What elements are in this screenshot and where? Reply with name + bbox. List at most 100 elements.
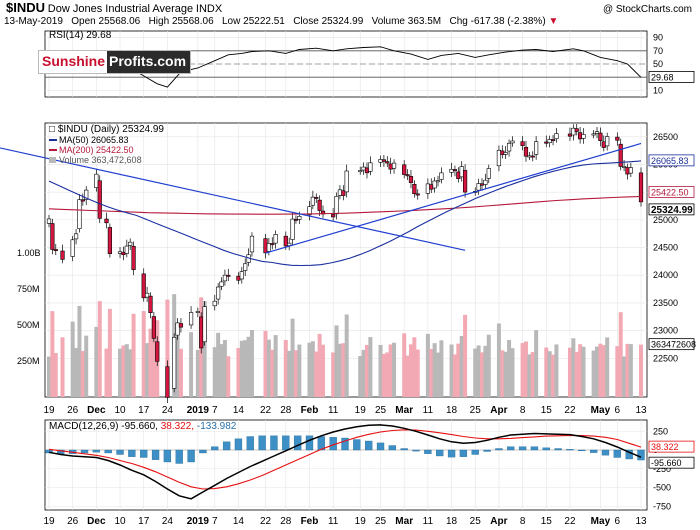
- x-tick-label-bottom: 6: [615, 516, 621, 527]
- volume-tick-label: 500M: [17, 320, 40, 330]
- macd-histogram-bar: [376, 442, 385, 451]
- candle-body: [273, 234, 278, 244]
- macd-last-label-box: [648, 456, 695, 469]
- candle-body: [94, 173, 99, 188]
- volume-bar: [226, 356, 231, 397]
- logo-part-1: Sunshine: [39, 51, 108, 73]
- volume-bar: [523, 341, 528, 397]
- price-tick-label: 22500: [653, 353, 678, 363]
- volume-bar: [378, 344, 383, 397]
- volume-bar: [591, 350, 596, 397]
- x-tick-label-bottom: May: [591, 516, 611, 527]
- volume-bar: [239, 340, 244, 397]
- volume-bar: [622, 356, 627, 397]
- ma200-last-label: 25422.50: [651, 187, 689, 197]
- candle-body: [219, 281, 224, 287]
- volume-bar: [574, 351, 579, 397]
- rsi-last-label: 29.68: [651, 72, 674, 82]
- macd-histogram-bar: [151, 449, 160, 460]
- open-label: Open: [71, 16, 96, 27]
- price-tick-label: 24500: [653, 243, 678, 253]
- candle-body: [402, 164, 407, 175]
- candle-body: [60, 250, 65, 260]
- volume-bar: [567, 347, 572, 397]
- volume-bar: [476, 345, 481, 397]
- symbol: $INDU: [6, 0, 46, 15]
- down-arrow-icon: ▼: [548, 16, 559, 27]
- x-tick-label-bottom: 14: [233, 516, 245, 527]
- candle-body: [314, 196, 319, 199]
- volume-bar: [510, 348, 515, 397]
- candle-body: [385, 161, 390, 164]
- x-tick-label-bottom: 28: [280, 516, 292, 527]
- volume-bar: [473, 348, 478, 397]
- candle-body: [364, 167, 370, 174]
- volume-bar: [544, 347, 549, 397]
- candle-body: [212, 300, 217, 307]
- macd-histogram-bar: [175, 449, 183, 464]
- x-tick-label: 19: [355, 405, 367, 416]
- candle-body: [243, 263, 248, 271]
- x-tick-label: 15: [541, 405, 553, 416]
- candle-body: [222, 274, 228, 282]
- macd-tick-label: -250: [653, 464, 671, 474]
- chg-value: -617.38 (-2.38%): [470, 16, 546, 27]
- candle-body: [605, 136, 610, 147]
- volume-bar: [425, 333, 430, 397]
- candle-body: [175, 322, 180, 336]
- volume-bar: [270, 349, 275, 397]
- candle-body: [452, 169, 458, 172]
- macd-histogram-bar: [424, 449, 432, 454]
- volume-bar: [334, 325, 339, 397]
- candle-body: [571, 127, 576, 136]
- x-tick-label-bottom: Dec: [87, 516, 106, 527]
- volume-bar: [496, 323, 501, 397]
- volume-bar: [578, 344, 583, 397]
- candle-body: [293, 218, 299, 221]
- candle-body: [121, 251, 126, 256]
- macd-histogram-bar: [507, 446, 515, 451]
- volume-bar: [358, 355, 363, 397]
- candle-body: [172, 337, 177, 389]
- volume-bar: [128, 349, 133, 397]
- high-value: 25568.06: [171, 16, 214, 27]
- volume-bar: [432, 343, 437, 397]
- price-tick-label: 25000: [653, 215, 678, 225]
- candle-body: [567, 133, 573, 137]
- rsi-tick-label: 90: [653, 33, 663, 43]
- candle-body: [297, 216, 302, 220]
- candle-body: [601, 141, 606, 148]
- price-legend: □ $INDU (Daily) 25324.99: [49, 124, 164, 135]
- candle-body: [131, 245, 136, 270]
- ma50-last-label-box: [648, 154, 695, 167]
- volume-bar: [361, 349, 366, 397]
- volume-bar: [405, 355, 410, 397]
- volume-bar: [236, 347, 241, 397]
- x-tick-label-bottom: 25: [375, 516, 387, 527]
- ohlc-info: 13-May-2019 Open 25568.06 High 25568.06 …: [4, 16, 558, 27]
- rsi-tick-label: 50: [653, 59, 663, 69]
- macd-histogram-bar: [495, 448, 503, 451]
- volume-bar: [290, 318, 295, 397]
- candle-body: [155, 341, 160, 362]
- candle-body: [341, 190, 346, 196]
- candle-body: [148, 295, 153, 313]
- exchange: INDX: [195, 3, 223, 15]
- candle-body: [368, 162, 373, 172]
- volume-bar: [118, 348, 123, 397]
- volume-bar: [307, 342, 312, 397]
- volume-bar: [317, 333, 322, 397]
- macd-last-label: -95.660: [651, 458, 682, 468]
- candle-body: [621, 166, 627, 168]
- volume-legend-swatch: [49, 157, 56, 163]
- volume-bar: [212, 347, 217, 397]
- volume-bar: [70, 321, 75, 397]
- candle-body: [216, 286, 221, 300]
- volume-bar: [314, 351, 319, 397]
- x-tick-label: Feb: [301, 405, 319, 416]
- x-tick-label-bottom: 11: [328, 516, 339, 527]
- volume-bar: [189, 332, 194, 397]
- candle-body: [554, 133, 559, 140]
- volume-tick-label: 1.00B: [17, 248, 41, 258]
- volume-bar: [392, 342, 397, 397]
